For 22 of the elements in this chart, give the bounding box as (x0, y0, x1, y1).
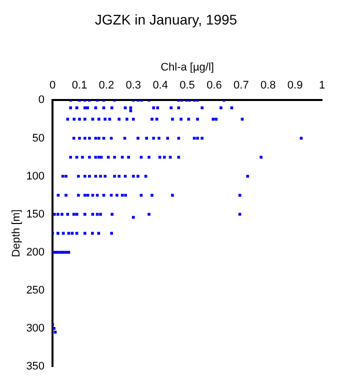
x-tick-label: 0.7 (234, 80, 249, 92)
x-tick-label: 1 (318, 80, 326, 92)
y-tick-label: 200 (26, 246, 45, 258)
x-tick-label: 0.2 (98, 80, 114, 92)
x-tick-label: 0.9 (287, 80, 303, 92)
y-tick-label: 350 (26, 360, 45, 372)
y-tick-label: 150 (26, 208, 45, 220)
y-tick-label: 50 (32, 132, 45, 144)
x-axis-title: Chl-a [µg/l] (160, 61, 214, 74)
x-tick-label: 0.5 (180, 80, 195, 92)
y-tick-label: 300 (26, 322, 45, 334)
y-tick-label: 0 (38, 94, 45, 106)
x-tick-label: 0.3 (126, 80, 142, 92)
x-tick-label: 0.8 (260, 80, 276, 92)
y-tick-label: 100 (26, 170, 45, 182)
y-axis-title: Depth [m] (10, 209, 23, 258)
x-tick-label: 0 (49, 80, 56, 92)
chart-title: JGZK in January, 1995 (94, 11, 238, 28)
x-tick-label: 0.6 (206, 80, 222, 92)
x-tick-label: 0.1 (72, 80, 88, 92)
y-tick-label: 250 (26, 284, 45, 296)
x-tick-label: 0.4 (152, 80, 168, 92)
